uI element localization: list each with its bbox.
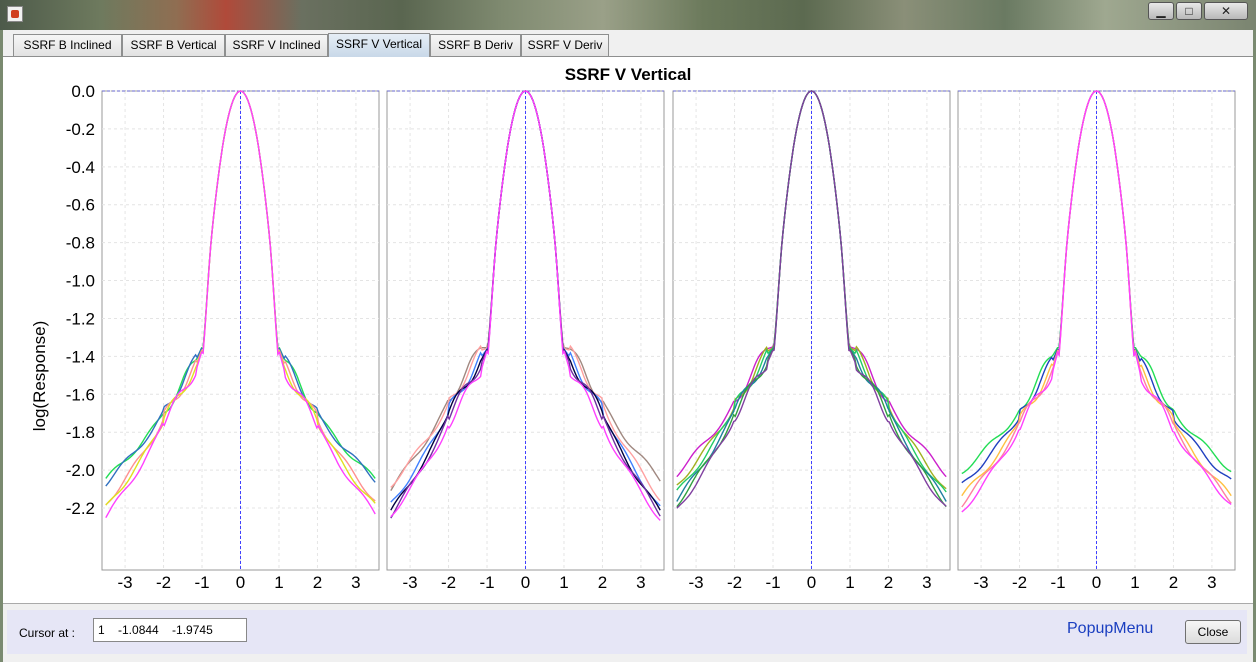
- y-tick-label: -1.0: [66, 272, 95, 291]
- x-tick-label: 2: [598, 573, 607, 592]
- y-axis-label: log(Response): [30, 321, 49, 432]
- y-tick-label: -1.4: [66, 347, 95, 366]
- x-tick-label: -3: [689, 573, 704, 592]
- y-tick-label: -1.8: [66, 423, 95, 442]
- ssrf-chart[interactable]: SSRF V Vertical log(Response) 0.0 -0.2 -0.4 -…: [3, 58, 1253, 602]
- tab-ssrf-v-inclined[interactable]: SSRF V Inclined: [225, 34, 328, 56]
- x-tick-label: -2: [156, 573, 171, 592]
- x-tick-label: 2: [313, 573, 322, 592]
- maximize-button[interactable]: □: [1176, 2, 1202, 20]
- status-panel: Cursor at : PopupMenu Close: [3, 603, 1253, 662]
- series-line: [676, 90, 947, 509]
- y-tick-label: -0.8: [66, 234, 95, 253]
- tab-ssrf-v-vertical[interactable]: SSRF V Vertical: [328, 33, 430, 57]
- chart-title: SSRF V Vertical: [565, 65, 692, 84]
- y-tick-label: -1.6: [66, 385, 95, 404]
- close-button[interactable]: Close: [1185, 620, 1241, 644]
- tab-ssrf-b-inclined[interactable]: SSRF B Inclined: [13, 34, 122, 56]
- cursor-label: Cursor at :: [19, 626, 76, 640]
- y-tick-label: -0.6: [66, 196, 95, 215]
- x-tick-label: 1: [274, 573, 283, 592]
- x-tick-label: -1: [765, 573, 780, 592]
- main-frame: SSRF B Inclined SSRF B Vertical SSRF V I…: [3, 30, 1253, 662]
- plot-area: SSRF V Vertical log(Response) 0.0 -0.2 -0.4 -…: [3, 58, 1253, 602]
- series-line: [390, 90, 661, 521]
- x-tick-label: 2: [1169, 573, 1178, 592]
- x-tick-label: 1: [845, 573, 854, 592]
- x-tick-label: 0: [521, 573, 530, 592]
- x-tick-label: 1: [559, 573, 568, 592]
- y-tick-label: -0.2: [66, 120, 95, 139]
- y-tick-label: -0.4: [66, 158, 95, 177]
- y-tick-label: 0.0: [71, 82, 95, 101]
- tab-ssrf-b-vertical[interactable]: SSRF B Vertical: [122, 34, 225, 56]
- x-tick-label: -3: [118, 573, 133, 592]
- x-tick-label: 1: [1130, 573, 1139, 592]
- series-line: [961, 90, 1232, 513]
- x-axis-label: VLF: [224, 600, 257, 602]
- minimize-button[interactable]: ▁: [1148, 2, 1174, 20]
- x-tick-label: 3: [636, 573, 645, 592]
- popup-menu-link[interactable]: PopupMenu: [1067, 620, 1154, 637]
- x-tick-label: -3: [974, 573, 989, 592]
- x-tick-label: 3: [351, 573, 360, 592]
- title-bar: ▁ □ ✕: [0, 0, 1256, 30]
- x-axis-label: VLP: [794, 600, 828, 602]
- x-tick-label: 3: [1207, 573, 1216, 592]
- y-tick-label: -2.2: [66, 499, 95, 518]
- x-tick-label: 0: [807, 573, 816, 592]
- x-tick-label: 2: [884, 573, 893, 592]
- x-axis-label: VUP: [1078, 600, 1115, 602]
- x-tick-label: -3: [403, 573, 418, 592]
- x-tick-label: 0: [1092, 573, 1101, 592]
- y-tick-label: -1.2: [66, 309, 95, 328]
- x-tick-label: -2: [727, 573, 742, 592]
- x-tick-label: 0: [236, 573, 245, 592]
- x-tick-label: -2: [441, 573, 456, 592]
- x-tick-label: -1: [1050, 573, 1065, 592]
- x-tick-label: -2: [1012, 573, 1027, 592]
- x-tick-label: -1: [479, 573, 494, 592]
- cursor-position-field[interactable]: [93, 618, 247, 642]
- java-app-icon: [7, 6, 23, 22]
- x-tick-label: -1: [194, 573, 209, 592]
- series-line: [105, 90, 376, 519]
- x-axis-label: VUF: [508, 600, 544, 602]
- x-tick-label: 3: [922, 573, 931, 592]
- y-tick-label: -2.0: [66, 461, 95, 480]
- tab-ssrf-b-deriv[interactable]: SSRF B Deriv: [430, 34, 521, 56]
- window-close-button[interactable]: ✕: [1204, 2, 1248, 20]
- tab-strip: SSRF B Inclined SSRF B Vertical SSRF V I…: [3, 30, 1253, 57]
- status-panel-inner: Cursor at : PopupMenu Close: [7, 610, 1247, 654]
- tab-ssrf-v-deriv[interactable]: SSRF V Deriv: [521, 34, 609, 56]
